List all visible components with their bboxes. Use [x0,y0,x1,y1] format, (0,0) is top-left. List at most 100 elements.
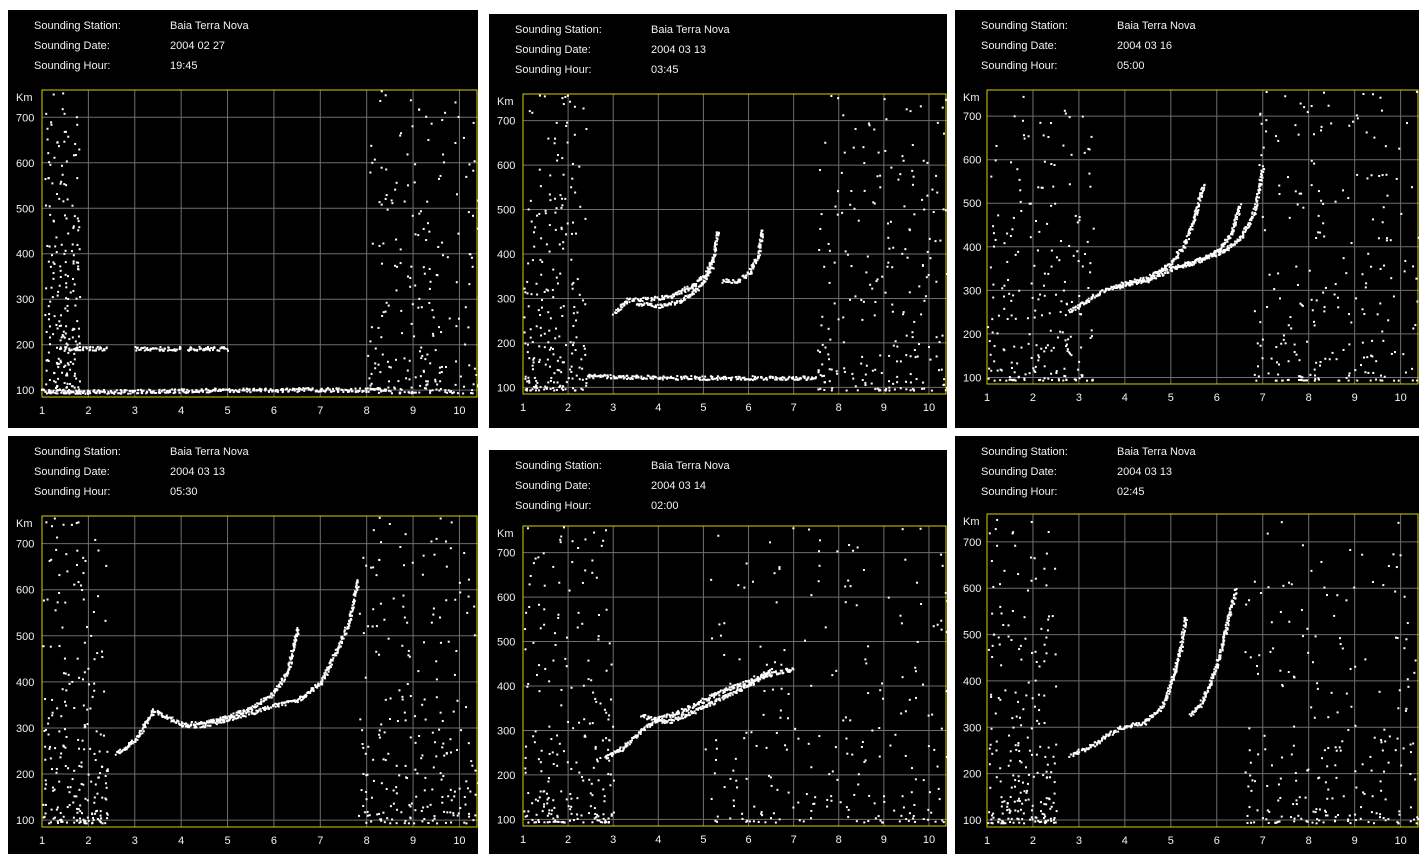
noise-dot [566,94,569,97]
echo-point [287,390,290,393]
noise-dot [562,750,565,753]
echo-point [156,709,159,712]
echo-point [260,700,263,703]
noise-dot [529,328,532,331]
echo-point [178,389,181,392]
noise-dot [1067,338,1070,341]
echo-point [299,697,302,700]
noise-dot [558,581,561,584]
noise-dot [365,774,368,777]
noise-dot [752,820,755,823]
echo-point [758,238,761,241]
noise-dot [1259,321,1262,324]
noise-dot [1040,314,1043,317]
echo-point [811,377,814,380]
echo-point [238,714,241,717]
echo-point [246,387,249,390]
noise-dot [58,320,61,323]
noise-dot [1387,319,1390,322]
noise-dot [908,228,911,231]
echo-point [300,695,303,698]
noise-dot [828,281,831,284]
echo-point [294,643,297,646]
noise-dot [810,684,813,687]
echo-point [336,649,339,652]
noise-dot [1377,237,1380,240]
noise-dot [909,389,912,392]
echo-point [327,668,330,671]
noise-dot [76,177,79,180]
echo-point [138,731,141,734]
noise-dot [556,820,559,823]
noise-dot [83,819,86,822]
echo-point [675,378,678,381]
echo-point [192,723,195,726]
noise-dot [403,711,406,714]
noise-dot [77,261,80,264]
noise-dot [556,814,559,817]
noise-dot [913,389,916,392]
noise-dot [384,698,387,701]
x-tick-label: 3 [610,834,616,846]
echo-point [68,392,71,395]
noise-dot [547,311,550,314]
noise-dot [358,612,361,615]
noise-dot [64,364,67,367]
hour-value: 19:45 [170,60,198,72]
noise-dot [73,215,76,218]
noise-dot [908,698,911,701]
noise-dot [78,764,81,767]
echo-point [704,378,707,381]
noise-dot [532,641,535,644]
noise-dot [797,801,800,804]
echo-point [796,377,799,380]
date-value: 2004 02 27 [170,40,226,52]
noise-dot [407,649,410,652]
echo-point [293,699,296,702]
noise-dot [61,371,64,374]
echo-point [343,629,346,632]
echo-point [744,378,747,381]
noise-dot [769,541,772,544]
noise-dot [408,804,411,807]
noise-dot [385,301,388,304]
noise-dot [373,158,376,161]
echo-point [1106,287,1109,290]
noise-dot [1066,348,1069,351]
echo-point [143,346,146,349]
x-tick-label: 3 [132,405,138,417]
echo-point [237,710,240,713]
echo-point [232,717,235,720]
noise-dot [575,761,578,764]
noise-dot [1289,316,1292,319]
echo-point [219,720,222,723]
echo-point [96,345,99,348]
noise-dot [1302,206,1305,209]
noise-dot [549,199,552,202]
noise-dot [944,389,947,392]
echo-point [705,270,708,273]
echo-point [253,706,256,709]
echo-point [714,250,717,253]
echo-point [88,390,91,393]
echo-point [714,253,717,256]
echo-point [798,378,801,381]
noise-dot [877,815,880,818]
echo-point [1151,277,1154,280]
noise-dot [553,142,556,145]
noise-dot [823,388,826,391]
echo-point [242,387,245,390]
noise-dot [1083,151,1086,154]
noise-dot [76,217,79,220]
ionogram-panel: Sounding Station: Baia Terra Nova Sounding… [8,436,478,854]
echo-point [1255,200,1258,203]
noise-dot [47,722,50,725]
echo-point [1081,301,1084,304]
noise-dot [883,800,886,803]
noise-dot [1287,324,1290,327]
noise-dot [836,372,839,375]
echo-point [322,389,325,392]
noise-dot [1064,339,1067,342]
noise-dot [1317,378,1320,381]
noise-dot [67,298,70,301]
